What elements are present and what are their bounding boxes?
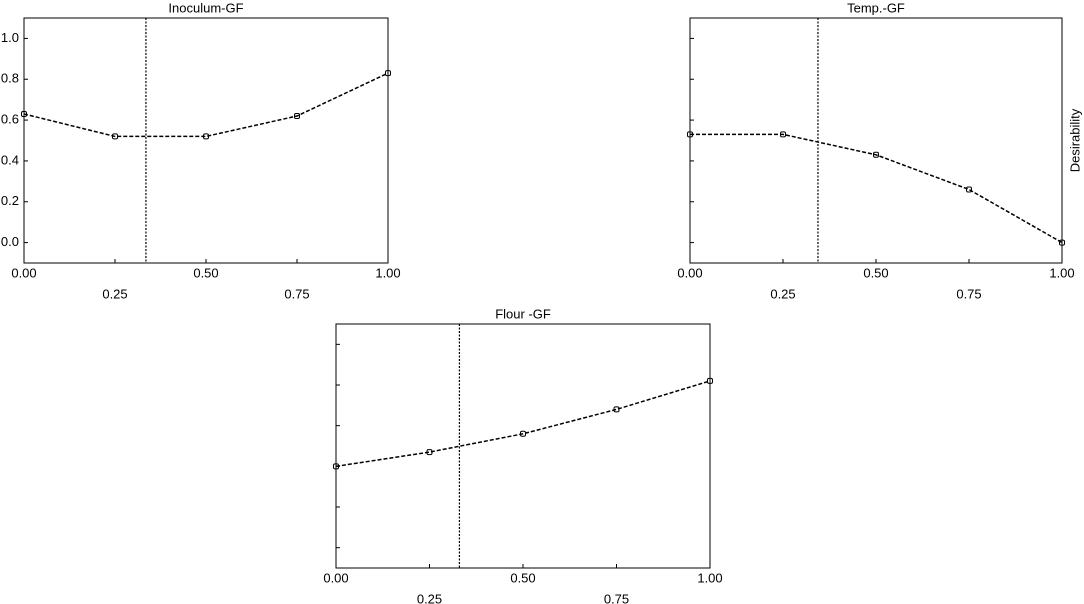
x-tick-label: 0.25 xyxy=(770,286,795,301)
data-point xyxy=(21,110,27,117)
data-point xyxy=(873,151,879,158)
data-point xyxy=(294,113,300,119)
x-tick-label: 0.00 xyxy=(677,265,702,280)
y-tick-label: 0.4 xyxy=(1,152,19,167)
x-tick-label: 1.00 xyxy=(697,570,722,585)
plot-frame xyxy=(689,17,1063,264)
y-tick-label: 0.6 xyxy=(1,112,19,127)
y-tick-label: 1.0 xyxy=(1,30,19,45)
data-point xyxy=(520,430,526,437)
data-point xyxy=(203,133,209,140)
x-tick-label: 0.75 xyxy=(604,591,629,604)
y-tick-label: 0.8 xyxy=(1,71,19,86)
plot-frame xyxy=(23,17,389,264)
data-line xyxy=(335,380,711,468)
x-tick-label: 0.00 xyxy=(323,570,348,585)
y-tick-label: 0.2 xyxy=(1,193,19,208)
x-tick-label: 0.25 xyxy=(102,286,127,301)
x-tick-label: 0.50 xyxy=(863,265,888,280)
data-point xyxy=(780,131,786,138)
y-axis-label: Desirability xyxy=(1067,108,1082,172)
data-point xyxy=(426,449,433,456)
data-point xyxy=(1059,239,1065,246)
data-line xyxy=(690,133,1063,244)
x-tick-label: 0.00 xyxy=(11,265,36,280)
data-point xyxy=(613,406,620,413)
x-tick-label: 0.50 xyxy=(510,570,535,585)
x-tick-label: 0.50 xyxy=(193,265,218,280)
data-point xyxy=(707,377,713,384)
x-tick-label: 0.75 xyxy=(284,286,309,301)
x-tick-label: 0.75 xyxy=(956,286,981,301)
data-point xyxy=(687,131,693,138)
panel-title: Flour -GF xyxy=(495,306,551,321)
y-tick-label: 0.0 xyxy=(1,234,19,249)
x-tick-label: 0.25 xyxy=(417,591,442,604)
panel-title: Inoculum-GF xyxy=(168,0,243,15)
data-point xyxy=(966,186,972,193)
plot-frame xyxy=(335,323,711,569)
data-point xyxy=(112,133,118,140)
data-point xyxy=(385,70,391,77)
data-line xyxy=(23,72,389,138)
panel-title: Temp.-GF xyxy=(847,0,905,15)
x-tick-label: 1.00 xyxy=(1049,265,1074,280)
x-tick-label: 1.00 xyxy=(375,265,400,280)
data-point xyxy=(333,463,339,470)
